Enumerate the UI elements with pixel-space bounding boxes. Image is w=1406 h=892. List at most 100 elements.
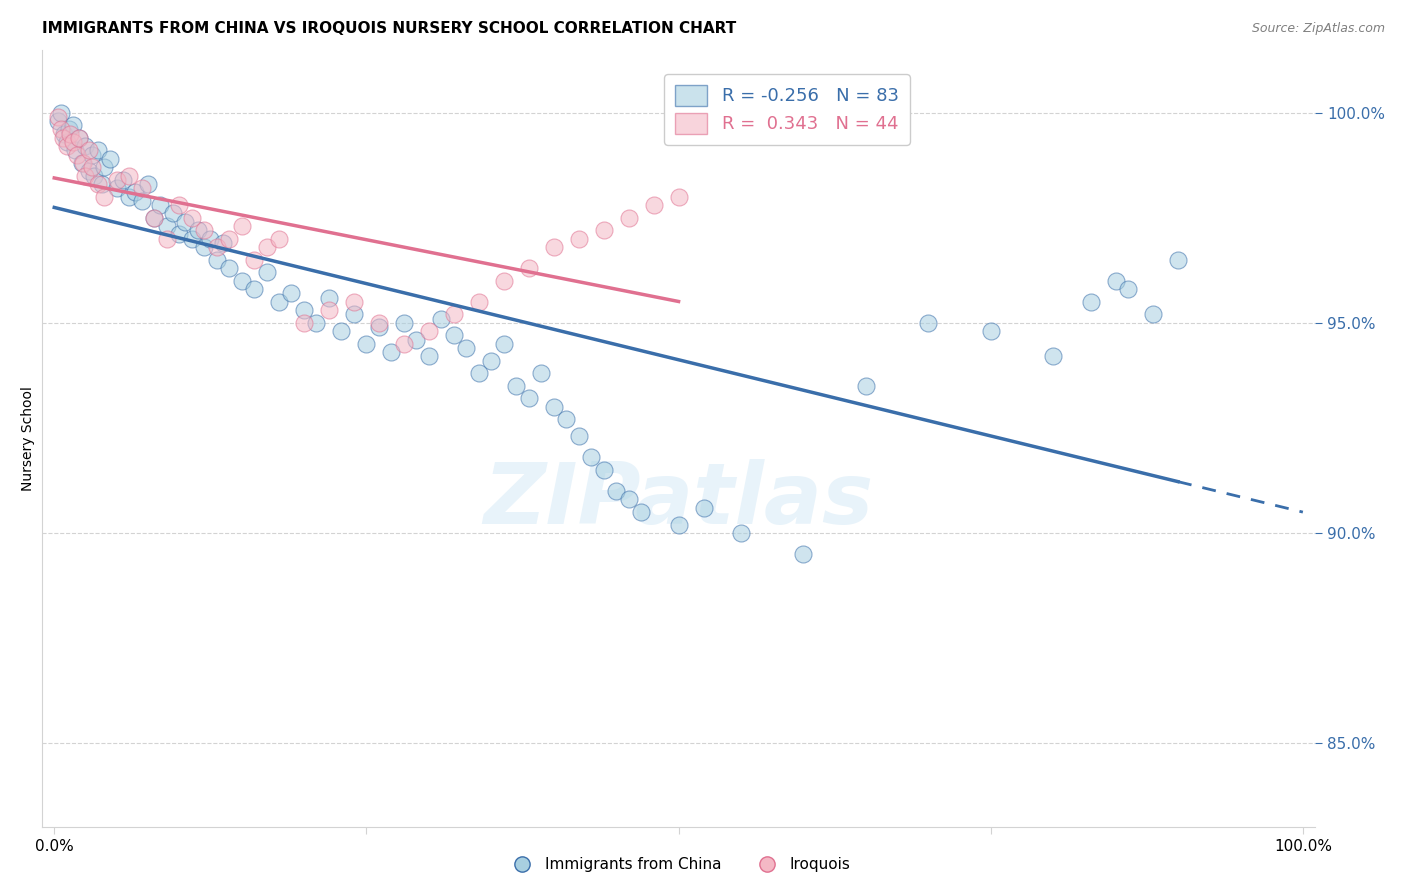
Point [75,169,97,183]
Point [124,186,146,200]
Point [617,492,640,507]
Point [555,412,578,426]
Point [468,294,491,309]
Point [1104,274,1126,288]
Point [256,240,278,254]
Point [46,114,69,128]
Point [90,177,112,191]
Point [49,105,72,120]
Point [80,160,103,174]
Point [692,500,714,515]
Legend: Immigrants from China, Iroquois: Immigrants from China, Iroquois [501,851,856,878]
Point [55,135,77,149]
Point [231,274,253,288]
Point [468,366,491,380]
Point [367,320,389,334]
Point [917,316,939,330]
Point [367,316,389,330]
Point [111,173,134,187]
Point [456,341,478,355]
Point [193,223,215,237]
Point [380,345,402,359]
Point [65,144,87,158]
Point [218,261,240,276]
Point [66,147,89,161]
Point [617,211,640,225]
Point [49,122,72,136]
Point [167,227,190,242]
Point [83,169,105,183]
Point [505,379,527,393]
Point [180,232,202,246]
Point [668,189,690,203]
Point [77,144,100,158]
Text: Source: ZipAtlas.com: Source: ZipAtlas.com [1251,22,1385,36]
Point [118,169,141,183]
Point [53,127,76,141]
Point [292,316,315,330]
Point [105,173,128,187]
Point [136,177,159,191]
Point [72,156,94,170]
Point [131,194,153,208]
Point [630,505,652,519]
Point [343,307,366,321]
Point [131,181,153,195]
Point [443,328,465,343]
Point [58,122,80,136]
Point [1116,282,1139,296]
Point [530,366,553,380]
Point [305,316,328,330]
Point [292,303,315,318]
Point [77,164,100,178]
Point [568,232,591,246]
Point [62,135,84,149]
Point [356,336,378,351]
Point [730,526,752,541]
Text: IMMIGRANTS FROM CHINA VS IROQUOIS NURSERY SCHOOL CORRELATION CHART: IMMIGRANTS FROM CHINA VS IROQUOIS NURSER… [42,21,735,36]
Point [343,294,366,309]
Point [193,240,215,254]
Point [267,294,290,309]
Point [792,547,814,561]
Point [592,223,614,237]
Point [187,223,209,237]
Point [46,110,69,124]
Point [330,324,353,338]
Point [52,130,75,145]
Point [492,274,515,288]
Point [392,336,415,351]
Point [55,139,77,153]
Point [218,232,240,246]
Point [200,232,222,246]
Point [143,211,166,225]
Point [267,232,290,246]
Point [205,240,228,254]
Point [156,232,179,246]
Point [162,206,184,220]
Point [87,144,110,158]
Point [1080,294,1102,309]
Point [100,152,122,166]
Point [211,235,233,250]
Point [1042,350,1064,364]
Point [492,336,515,351]
Point [87,177,110,191]
Point [105,181,128,195]
Y-axis label: Nursery School: Nursery School [21,386,35,491]
Point [543,240,565,254]
Point [93,189,115,203]
Point [167,198,190,212]
Point [67,130,90,145]
Point [174,215,197,229]
Point [118,189,141,203]
Point [149,198,172,212]
Point [418,350,440,364]
Point [205,252,228,267]
Point [517,392,540,406]
Point [592,463,614,477]
Point [143,211,166,225]
Point [231,219,253,233]
Point [243,252,266,267]
Point [59,127,82,141]
